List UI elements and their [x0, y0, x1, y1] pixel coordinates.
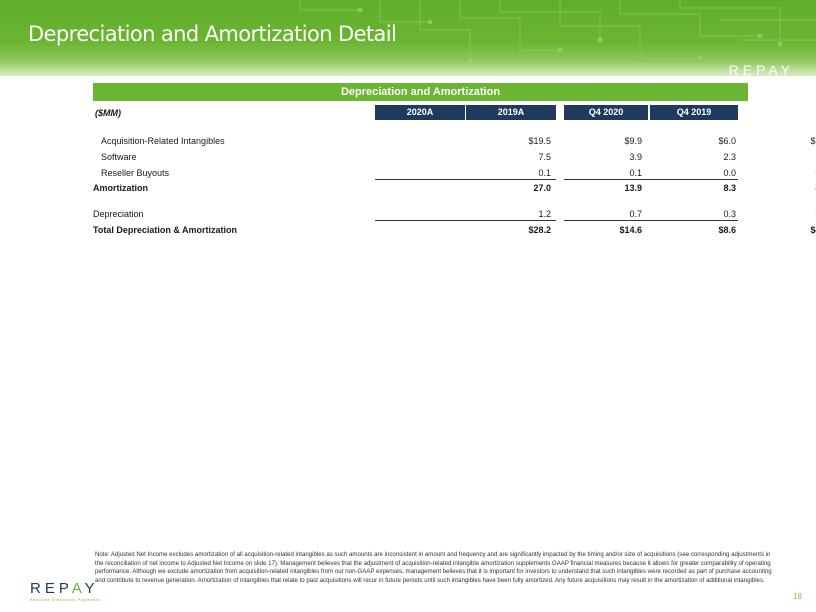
unit-label: ($MM): [95, 108, 121, 118]
cell-value: $4.9: [810, 225, 816, 235]
cell-value: 0.7: [629, 209, 642, 219]
cell-value: 0.3: [748, 207, 816, 221]
table-row: Software 7.5 3.9 2.3 1.2: [93, 150, 816, 164]
row-label: Reseller Buyouts: [101, 168, 170, 178]
cell-value: $3.4: [810, 136, 816, 146]
column-header-q4-2020: Q4 2020: [564, 105, 648, 120]
table-row: Depreciation 1.2 0.7 0.3 0.3: [93, 207, 816, 221]
subtotal-rule: [564, 179, 738, 180]
cell-value: 1.2: [748, 150, 816, 164]
brand-logo: REPAY: [728, 62, 794, 76]
table-row: Acquisition-Related Intangibles $19.5 $9…: [93, 134, 816, 148]
page-number: 18: [793, 592, 802, 601]
cell-value: 0.0: [723, 168, 736, 178]
logo-text-right: Y: [84, 580, 99, 597]
cell-value: 1.2: [538, 209, 551, 219]
subtotal-rule: [375, 179, 556, 180]
page-title: Depreciation and Amortization Detail: [28, 22, 397, 46]
logo-text-left: REP: [30, 580, 72, 597]
section-title: Depreciation and Amortization: [93, 83, 748, 101]
cell-value: 8.3: [723, 183, 736, 193]
repay-logo: REPAY: [30, 580, 99, 597]
row-label: Amortization: [93, 183, 148, 193]
total-rule: [375, 220, 556, 221]
header-banner: Depreciation and Amortization Detail REP…: [0, 0, 816, 76]
cell-value: $19.5: [528, 136, 551, 146]
cell-value: 0.0: [748, 166, 816, 180]
cell-value: $8.6: [718, 225, 736, 235]
cell-value: 0.1: [629, 168, 642, 178]
column-header-2019a: 2019A: [466, 105, 556, 120]
cell-value: $6.0: [718, 136, 736, 146]
logo-tagline: Realtime Electronic Payments: [30, 598, 101, 602]
cell-value: 4.6: [748, 181, 816, 195]
cell-value: $28.2: [528, 225, 551, 235]
table-row: Reseller Buyouts 0.1 0.1 0.0 0.0: [93, 166, 816, 180]
cell-value: 2.3: [723, 152, 736, 162]
cell-value: 0.3: [723, 209, 736, 219]
cell-value: $14.6: [619, 225, 642, 235]
column-header-q4-2019: Q4 2019: [650, 105, 738, 120]
cell-value: 3.9: [629, 152, 642, 162]
cell-value: 13.9: [624, 183, 642, 193]
table-row-subtotal: Amortization 27.0 13.9 8.3 4.6: [93, 181, 816, 195]
cell-value: $9.9: [624, 136, 642, 146]
row-label: Total Depreciation & Amortization: [93, 225, 238, 235]
cell-value: 7.5: [538, 152, 551, 162]
cell-value: 0.1: [538, 168, 551, 178]
total-rule: [564, 220, 738, 221]
table-row-total: Total Depreciation & Amortization $28.2 …: [93, 223, 816, 237]
column-header-2020a: 2020A: [375, 105, 465, 120]
footnote: Note: Adjusted Net Income excludes amort…: [95, 551, 772, 584]
row-label: Acquisition-Related Intangibles: [101, 136, 225, 146]
row-label: Depreciation: [93, 209, 144, 219]
row-label: Software: [101, 152, 137, 162]
logo-text-accent: A: [71, 580, 85, 597]
cell-value: 27.0: [533, 183, 551, 193]
circuit-pattern-icon: [299, 0, 816, 63]
